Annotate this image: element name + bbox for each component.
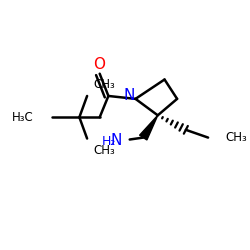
Text: H₃C: H₃C <box>12 111 34 124</box>
Text: O: O <box>93 56 105 72</box>
Text: H₂: H₂ <box>102 135 116 148</box>
Text: CH₃: CH₃ <box>93 144 115 157</box>
Polygon shape <box>140 115 158 140</box>
Text: CH₃: CH₃ <box>226 131 247 144</box>
Text: N: N <box>123 88 134 104</box>
Text: N: N <box>110 133 122 148</box>
Text: CH₃: CH₃ <box>93 78 115 91</box>
